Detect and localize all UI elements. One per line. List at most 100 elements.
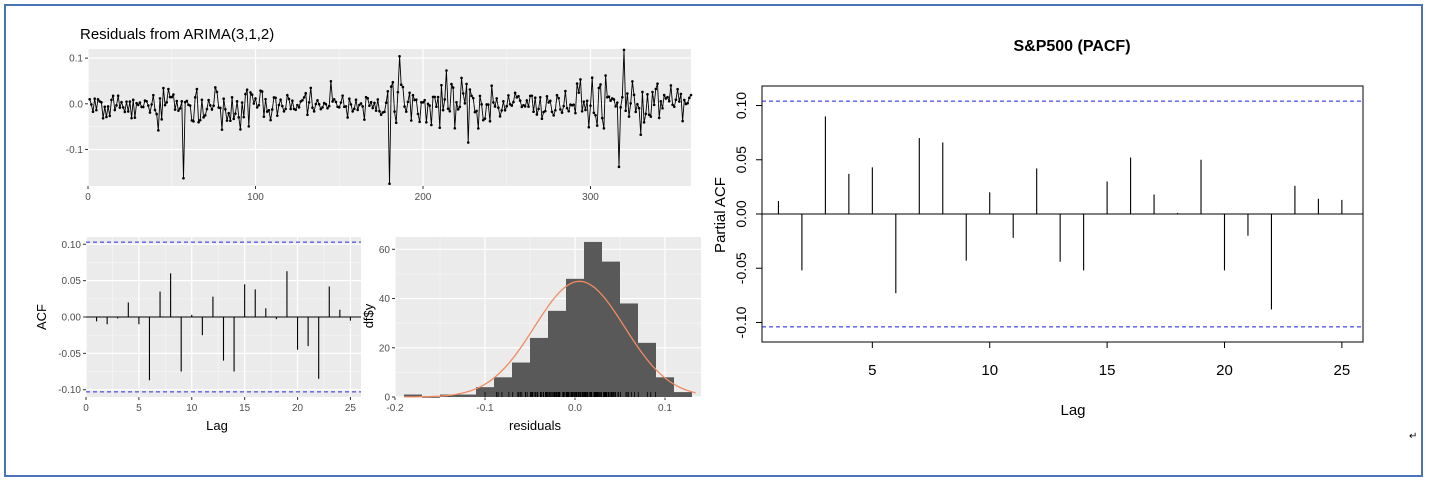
residuals-series-point [607,95,611,98]
pacf-x-axis-label: Lag [1060,402,1085,419]
residuals-series-point [302,96,306,99]
residuals-series-point [167,87,170,91]
residuals-series-point [182,176,185,180]
residuals-series-point [646,93,649,96]
residuals-series-point [135,101,138,105]
residuals-series-point [409,119,413,122]
residuals-series-point [443,98,447,101]
residuals-series-point [597,86,601,90]
residuals-series-point [672,105,676,109]
residuals-series-point [543,109,547,113]
residuals-series-point [244,92,247,96]
residuals-series-point [93,97,96,100]
residuals-series-point [346,116,349,119]
residuals-series-point [505,104,509,108]
residuals-series-point [565,106,569,110]
residuals-time-series-chart: Residuals from ARIMA(3,1,2) 0 100 200 300 -0… [66,26,693,203]
histogram-bar [530,337,548,397]
residuals-series-point [369,100,373,104]
residuals-series-point [580,109,584,113]
residuals-series-point [461,92,465,95]
residuals-series-point [612,98,616,101]
residuals-series-point [270,108,274,111]
residuals-series-point [316,99,319,102]
residuals-series-point [641,90,644,94]
residuals-series-point [319,107,323,111]
histogram-bar [494,377,512,397]
residuals-series-point [324,102,328,106]
residuals-series-point [604,74,607,77]
residuals-series-point [237,116,241,119]
residuals-series-point [317,102,321,106]
residuals-series-point [393,110,396,113]
residuals-series-point [552,114,555,117]
residuals-series-point [656,82,659,85]
pacf-chart: S&P500 (PACF) Lag Partial ACF 5 10 15 20 25 -… [712,38,1364,419]
residuals-series-point [669,84,673,87]
residuals-series-point [644,112,648,116]
residuals-series-point [306,113,309,117]
residuals-series-point [679,92,683,96]
residuals-series-point [210,108,214,111]
residuals-series-point [651,90,654,94]
residuals-series-point [286,93,289,97]
residuals-series-point [351,110,354,113]
residuals-series-point [590,76,594,79]
residuals-series-point [311,106,314,109]
acf-x-tick-label: 15 [239,403,251,414]
residuals-series-point [388,182,391,186]
residuals-series-point [239,128,242,131]
residuals-series-point [250,93,254,96]
residuals-series-point [329,79,333,83]
residuals-series-point [111,94,115,98]
residuals-series-point [617,165,621,169]
residuals-series-point [150,103,153,106]
residuals-series-point [403,105,406,108]
residuals-series-point [399,83,403,86]
residuals-series-point [533,96,537,100]
residuals-series-point [275,114,279,117]
residuals-series-point [105,115,108,119]
residuals-series-point [438,126,442,130]
residuals-series-point [267,108,271,112]
residuals-series-point [339,101,343,104]
residuals-series-point [441,108,445,112]
residuals-series-point [257,103,261,107]
residuals-series-point [235,100,239,103]
residuals-series-point [386,90,390,93]
residuals-series-point [512,100,515,104]
residuals-series-point [101,116,105,120]
residuals-series-point [373,101,376,105]
residuals-series-point [96,98,100,101]
residuals-series-point [296,103,299,107]
residuals-series-point [555,93,559,97]
residuals-series-point [631,80,634,83]
residuals-series-point [331,100,334,103]
residuals-series-point [281,104,284,108]
residuals-series-point [361,105,365,108]
histogram-bar [674,392,692,397]
residuals-series-point [252,102,256,105]
residuals-series-point [274,96,277,100]
residuals-series-point [445,69,448,72]
residuals-series-point [337,106,341,109]
residuals-series-point [356,108,359,112]
residuals-series-point [198,118,202,122]
residuals-series-point [157,129,160,132]
residuals-series-point [476,127,480,130]
residuals-series-point [418,120,421,124]
residuals-series-point [497,106,500,110]
residuals-series-point [525,99,529,102]
residuals-series-point [326,106,329,110]
residuals-series-point [564,89,567,93]
residuals-series-point [90,103,93,106]
residuals-series-point [502,99,505,103]
residuals-series-point [681,119,684,123]
residuals-series-point [482,118,485,122]
residuals-series-point [595,124,599,127]
residuals-series-point [389,85,393,88]
residuals-series-point [220,128,224,131]
residuals-series-point [88,97,91,101]
residuals-series-point [225,119,229,122]
residuals-series-point [440,83,443,87]
